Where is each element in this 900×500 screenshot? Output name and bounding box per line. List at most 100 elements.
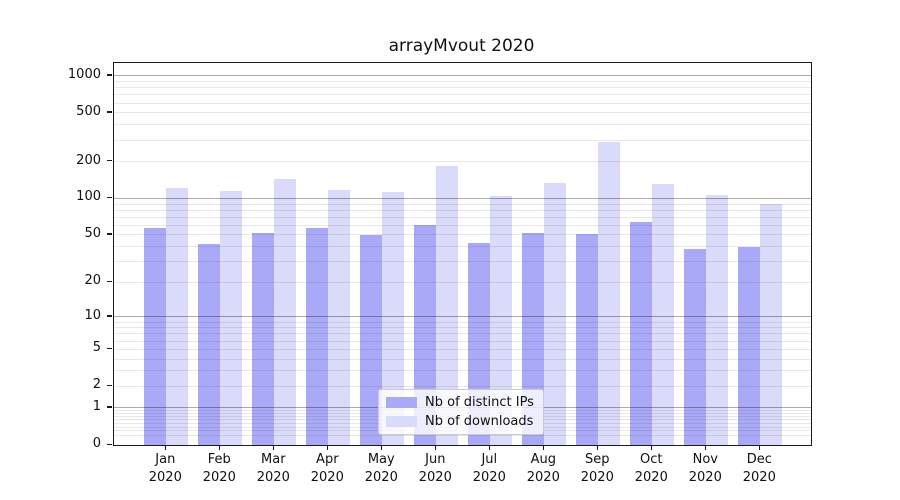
major-gridline-100 [114,197,811,199]
bar-distinct-ips-feb [198,244,221,445]
x-tick-label-sep: Sep 2020 [580,452,614,485]
minor-gridline-7 [114,333,811,335]
y-tick-label-0: 0 [92,436,101,451]
x-tick-aug [542,445,544,450]
x-tick-feb [218,445,220,450]
legend-swatch-downloads [386,416,417,427]
x-tick-label-oct: Oct 2020 [634,452,668,485]
bar-downloads-jun [436,165,459,445]
major-gridline-10 [114,316,811,318]
bar-downloads-mar [274,179,297,445]
x-tick-label-dec: Dec 2020 [742,452,776,485]
x-tick-jan [164,445,166,450]
x-tick-jul [488,445,490,450]
bar-downloads-oct [652,183,675,445]
minor-gridline-900 [114,81,811,83]
minor-gridline-90 [114,203,811,205]
minor-gridline-8 [114,327,811,329]
minor-gridline-700 [114,94,811,96]
minor-gridline-6 [114,340,811,342]
bar-downloads-dec [760,204,783,445]
minor-gridline-5 [114,348,811,350]
y-tick-0 [107,443,112,445]
y-tick-label-1: 1 [92,398,101,414]
bar-distinct-ips-dec [738,246,761,445]
legend-swatch-distinct-ips [386,397,417,408]
y-tick-50 [107,233,112,235]
minor-gridline-20 [114,281,811,283]
y-tick-1 [107,406,112,408]
minor-gridline-60 [114,224,811,226]
x-tick-label-apr: Apr 2020 [310,452,344,485]
y-tick-label-20: 20 [84,273,101,289]
minor-gridline-50 [114,234,811,236]
x-tick-label-mar: Mar 2020 [256,452,290,485]
y-tick-500 [107,111,112,113]
minor-gridline-80 [114,209,811,211]
minor-gridline-400 [114,124,811,126]
y-tick-label-100: 100 [76,189,101,205]
y-tick-label-500: 500 [76,103,101,119]
legend-row-distinct-ips: Nb of distinct IPs [379,395,543,410]
minor-gridline-600 [114,102,811,104]
minor-gridline-9 [114,321,811,323]
bar-downloads-may [382,192,405,445]
y-tick-10 [107,315,112,317]
bar-distinct-ips-mar [252,232,275,445]
legend: Nb of distinct IPs Nb of downloads [378,389,544,435]
bar-distinct-ips-jan [144,228,167,445]
bar-downloads-aug [544,183,567,445]
y-tick-2 [107,384,112,386]
bar-distinct-ips-oct [630,222,653,445]
chart-title: arrayMvout 2020 [388,36,535,56]
y-tick-label-2: 2 [92,377,101,393]
minor-gridline-40 [114,246,811,248]
y-tick-5 [107,347,112,349]
x-tick-sep [596,445,598,450]
minor-gridline-4 [114,358,811,360]
y-tick-1000 [107,74,112,76]
legend-label-distinct-ips: Nb of distinct IPs [425,395,534,410]
bar-distinct-ips-nov [684,249,707,445]
x-tick-label-feb: Feb 2020 [202,452,236,485]
y-tick-label-50: 50 [84,225,101,241]
y-tick-200 [107,160,112,162]
x-tick-apr [326,445,328,450]
x-tick-label-jan: Jan 2020 [148,452,182,485]
bar-downloads-feb [220,190,243,445]
x-tick-dec [758,445,760,450]
bar-distinct-ips-sep [576,233,599,445]
plot-area [113,62,812,446]
bar-downloads-nov [706,194,729,445]
y-tick-100 [107,196,112,199]
y-tick-label-5: 5 [92,340,101,356]
minor-gridline-70 [114,216,811,218]
x-tick-label-jul: Jul 2020 [472,452,506,485]
bar-downloads-jul [490,195,513,445]
minor-gridline-3 [114,370,811,372]
minor-gridline-300 [114,139,811,141]
bar-distinct-ips-apr [306,228,329,445]
minor-gridline-200 [114,161,811,163]
minor-gridline-2 [114,385,811,387]
legend-label-downloads: Nb of downloads [425,414,534,429]
x-tick-label-nov: Nov 2020 [688,452,722,485]
minor-gridline-500 [114,112,811,114]
x-tick-nov [704,445,706,450]
y-tick-label-200: 200 [76,152,101,168]
y-tick-label-10: 10 [84,307,101,323]
y-tick-20 [107,280,112,283]
minor-gridline-800 [114,87,811,89]
x-tick-label-jun: Jun 2020 [418,452,452,485]
legend-row-downloads: Nb of downloads [379,414,543,429]
x-tick-label-may: May 2020 [364,452,398,485]
bar-downloads-jan [166,188,189,445]
x-tick-may [380,445,382,450]
minor-gridline-0_2 [114,434,811,436]
minor-gridline-30 [114,261,811,263]
bar-distinct-ips-may [360,234,383,445]
major-gridline-1000 [114,75,811,77]
bar-downloads-apr [328,189,351,445]
y-tick-label-1000: 1000 [67,66,101,82]
